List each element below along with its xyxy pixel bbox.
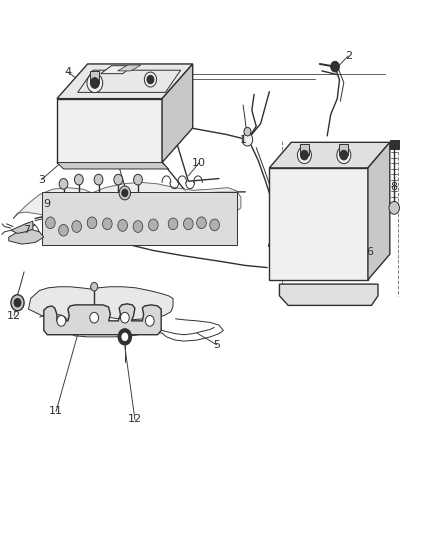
- Circle shape: [133, 221, 143, 232]
- Polygon shape: [117, 65, 141, 71]
- Circle shape: [210, 219, 219, 231]
- Polygon shape: [339, 144, 348, 155]
- Circle shape: [59, 179, 68, 189]
- Circle shape: [72, 221, 81, 232]
- Circle shape: [119, 186, 131, 200]
- Polygon shape: [300, 144, 309, 155]
- Circle shape: [87, 217, 97, 229]
- Polygon shape: [11, 221, 33, 233]
- Circle shape: [144, 72, 157, 87]
- Text: 9: 9: [44, 199, 51, 208]
- Text: 6: 6: [367, 247, 374, 256]
- Circle shape: [145, 316, 154, 326]
- Circle shape: [11, 295, 24, 311]
- Polygon shape: [269, 168, 368, 280]
- Text: 4: 4: [64, 67, 71, 77]
- Polygon shape: [101, 66, 133, 74]
- Circle shape: [90, 312, 99, 323]
- Polygon shape: [162, 64, 193, 163]
- Text: 7: 7: [24, 225, 31, 235]
- Circle shape: [102, 218, 112, 230]
- Bar: [42, 192, 237, 245]
- Polygon shape: [90, 71, 99, 83]
- Circle shape: [59, 224, 68, 236]
- Circle shape: [147, 75, 154, 84]
- Circle shape: [120, 312, 129, 323]
- Circle shape: [90, 78, 99, 88]
- Text: 2: 2: [345, 51, 352, 61]
- Circle shape: [74, 174, 83, 185]
- Text: 10: 10: [192, 158, 206, 167]
- Circle shape: [389, 201, 399, 214]
- Text: 11: 11: [49, 407, 63, 416]
- Circle shape: [46, 217, 55, 229]
- Circle shape: [331, 61, 339, 72]
- Circle shape: [57, 316, 66, 326]
- Circle shape: [244, 127, 251, 136]
- Polygon shape: [28, 287, 173, 320]
- Circle shape: [14, 298, 21, 307]
- Polygon shape: [269, 142, 390, 168]
- Circle shape: [91, 282, 98, 291]
- Circle shape: [94, 174, 103, 185]
- Bar: [390, 140, 399, 149]
- Text: 3: 3: [38, 175, 45, 184]
- Polygon shape: [57, 163, 169, 169]
- Polygon shape: [57, 64, 193, 99]
- Circle shape: [184, 218, 193, 230]
- Circle shape: [134, 174, 142, 185]
- Circle shape: [340, 150, 348, 160]
- Circle shape: [122, 189, 128, 197]
- Circle shape: [87, 74, 102, 93]
- Text: 5: 5: [213, 340, 220, 350]
- Circle shape: [337, 147, 351, 164]
- Circle shape: [114, 174, 123, 185]
- Circle shape: [300, 150, 308, 160]
- Text: 12: 12: [128, 415, 142, 424]
- Polygon shape: [44, 304, 161, 335]
- Polygon shape: [279, 284, 378, 305]
- Circle shape: [197, 217, 206, 229]
- Circle shape: [118, 220, 127, 231]
- Text: 8: 8: [391, 182, 398, 191]
- Polygon shape: [57, 99, 162, 163]
- Text: 1: 1: [240, 135, 247, 145]
- Text: 12: 12: [7, 311, 21, 320]
- Circle shape: [148, 219, 158, 231]
- Circle shape: [121, 332, 129, 342]
- Circle shape: [297, 147, 311, 164]
- Circle shape: [242, 133, 253, 146]
- Circle shape: [168, 218, 178, 230]
- Polygon shape: [9, 229, 44, 244]
- Polygon shape: [368, 142, 390, 280]
- Polygon shape: [13, 182, 241, 219]
- Circle shape: [118, 329, 131, 345]
